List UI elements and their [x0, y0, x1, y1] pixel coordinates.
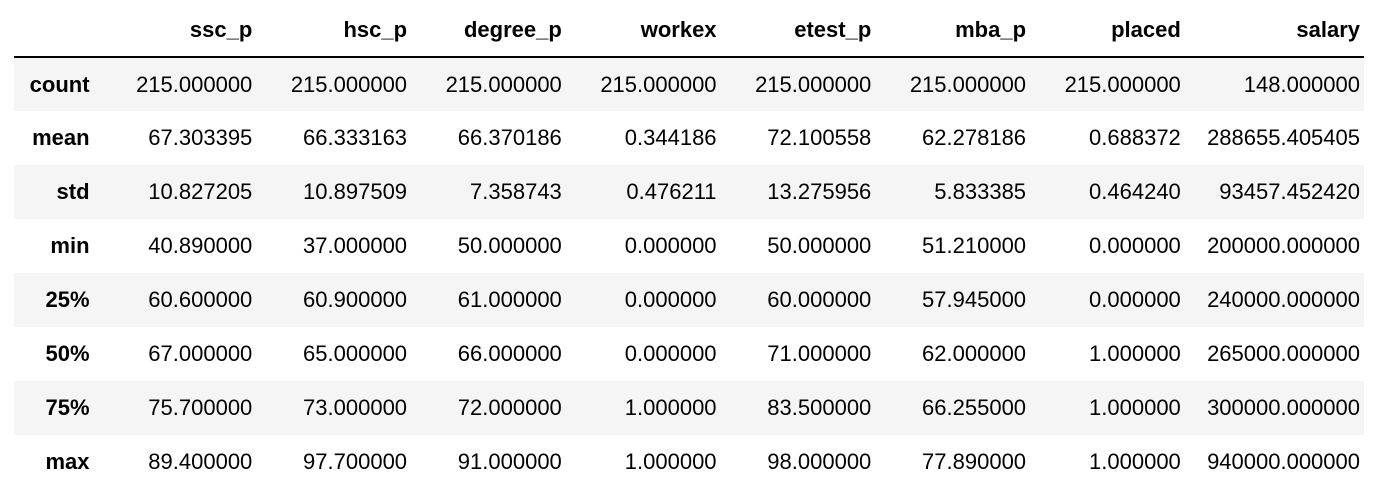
table-cell: 67.000000	[148, 341, 253, 366]
table-cell: 0.464240	[1089, 179, 1181, 204]
column-header-placed: placed	[1030, 4, 1185, 58]
table-cell: 66.370186	[457, 125, 562, 150]
table-cell: 215.000000	[909, 71, 1027, 97]
index-header	[14, 4, 102, 58]
table-cell: 50.000000	[457, 233, 562, 258]
table-cell: 215.000000	[445, 71, 562, 97]
table-cell: 215.000000	[1064, 71, 1181, 97]
table-row: 75% 75.700000 73.000000 72.000000 1.000000 83…	[14, 381, 1364, 435]
table-cell: 300000.000000	[1207, 395, 1360, 420]
table-cell: 0.344186	[624, 125, 717, 150]
column-header-ssc-p: ssc_p	[101, 4, 257, 58]
column-header-degree-p: degree_p	[411, 4, 566, 58]
table-cell: 73.000000	[303, 395, 408, 420]
table-cell: 265000.000000	[1207, 341, 1360, 366]
table-cell: 1.000000	[1089, 449, 1181, 474]
table-row: min 40.890000 37.000000 50.000000 0.000000 50…	[14, 219, 1364, 273]
table-cell: 288655.405405	[1207, 125, 1360, 150]
table-cell: 10.827205	[148, 179, 253, 204]
row-label: max	[45, 449, 90, 474]
table-cell: 215.000000	[755, 71, 872, 97]
column-header-mba-p: mba_p	[875, 4, 1031, 58]
table-row: count 215.000000 215.000000 215.000000 215.0…	[14, 57, 1364, 111]
column-header-workex: workex	[565, 4, 721, 58]
table-row: 50% 67.000000 65.000000 66.000000 0.000000 71…	[14, 327, 1364, 381]
table-cell: 71.000000	[767, 341, 872, 366]
table-cell: 93457.452420	[1219, 179, 1360, 204]
table-cell: 75.700000	[148, 395, 253, 420]
table-cell: 62.000000	[922, 341, 1027, 366]
table-cell: 57.945000	[922, 287, 1027, 312]
table-cell: 66.255000	[922, 395, 1027, 420]
describe-output: ssc_p hsc_p degree_p workex etest_p mba_p plac…	[14, 4, 1364, 489]
header-row: ssc_p hsc_p degree_p workex etest_p mba_p plac…	[14, 4, 1364, 58]
row-label: 75%	[45, 395, 90, 420]
table-cell: 60.900000	[303, 287, 408, 312]
table-row: std 10.827205 10.897509 7.358743 0.476211 13.…	[14, 165, 1364, 219]
table-cell: 0.000000	[1089, 233, 1181, 258]
table-cell: 61.000000	[457, 287, 562, 312]
table-row: max 89.400000 97.700000 91.000000 1.000000 98…	[14, 435, 1364, 489]
row-label: mean	[32, 125, 90, 150]
table-cell: 7.358743	[470, 179, 562, 204]
table-cell: 37.000000	[303, 233, 408, 258]
table-cell: 51.210000	[922, 233, 1027, 258]
row-label: min	[50, 233, 90, 258]
table-body: count 215.000000 215.000000 215.000000 215.0…	[14, 57, 1364, 489]
table-cell: 66.333163	[303, 125, 408, 150]
table-cell: 940000.000000	[1207, 449, 1360, 474]
table-cell: 0.000000	[624, 341, 717, 366]
row-label: std	[56, 179, 90, 204]
table-cell: 67.303395	[148, 125, 253, 150]
table-cell: 0.000000	[624, 287, 717, 312]
table-cell: 60.000000	[767, 287, 872, 312]
table-header: ssc_p hsc_p degree_p workex etest_p mba_p plac…	[14, 4, 1364, 58]
table-cell: 215.000000	[600, 71, 717, 97]
table-cell: 62.278186	[922, 125, 1027, 150]
table-cell: 72.100558	[767, 125, 872, 150]
table-cell: 77.890000	[922, 449, 1027, 474]
table-row: mean 67.303395 66.333163 66.370186 0.344186 7…	[14, 111, 1364, 165]
row-label: 25%	[45, 287, 90, 312]
table-cell: 66.000000	[457, 341, 562, 366]
table-cell: 0.476211	[626, 179, 717, 204]
table-cell: 97.700000	[303, 449, 408, 474]
row-label: count	[29, 71, 90, 97]
table-cell: 83.500000	[767, 395, 872, 420]
column-header-salary: salary	[1184, 4, 1364, 58]
table-cell: 1.000000	[624, 449, 717, 474]
table-cell: 13.275956	[767, 179, 872, 204]
table-cell: 240000.000000	[1207, 287, 1360, 312]
table-cell: 5.833385	[934, 179, 1027, 204]
table-cell: 0.000000	[1089, 287, 1181, 312]
table-cell: 0.688372	[1089, 125, 1181, 150]
table-cell: 215.000000	[290, 71, 408, 97]
table-cell: 215.000000	[136, 71, 253, 97]
table-cell: 1.000000	[1089, 395, 1181, 420]
table-cell: 50.000000	[767, 233, 872, 258]
table-cell: 40.890000	[148, 233, 253, 258]
summary-statistics-table: ssc_p hsc_p degree_p workex etest_p mba_p plac…	[14, 4, 1364, 489]
table-cell: 60.600000	[148, 287, 253, 312]
table-cell: 65.000000	[303, 341, 408, 366]
column-header-etest-p: etest_p	[720, 4, 876, 58]
table-cell: 200000.000000	[1207, 233, 1360, 258]
table-cell: 98.000000	[767, 449, 872, 474]
table-cell: 0.000000	[624, 233, 717, 258]
table-cell: 1.000000	[1089, 341, 1181, 366]
table-cell: 148.000000	[1243, 71, 1360, 97]
table-row: 25% 60.600000 60.900000 61.000000 0.000000 60…	[14, 273, 1364, 327]
row-label: 50%	[45, 341, 90, 366]
table-cell: 91.000000	[457, 449, 562, 474]
table-cell: 1.000000	[624, 395, 717, 420]
table-cell: 72.000000	[457, 395, 562, 420]
table-cell: 89.400000	[148, 449, 253, 474]
table-cell: 10.897509	[303, 179, 408, 204]
column-header-hsc-p: hsc_p	[256, 4, 412, 58]
